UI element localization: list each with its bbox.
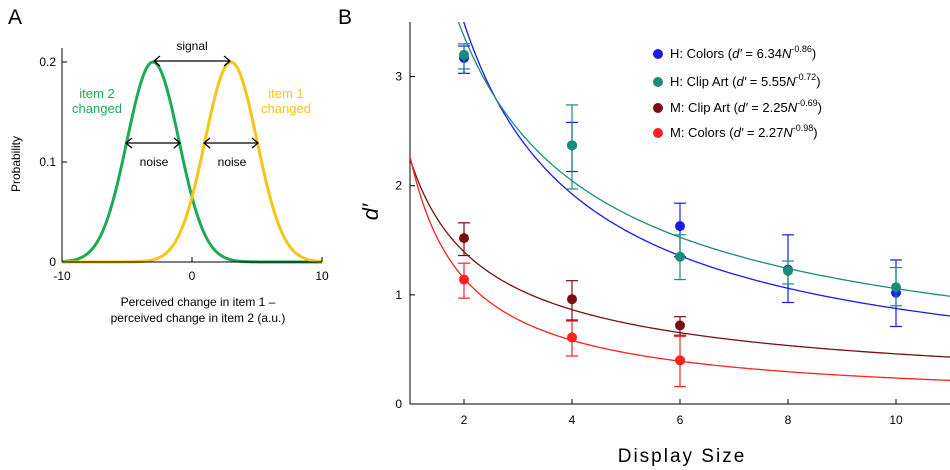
panel-a-x-tick-label: 10 [315, 269, 329, 283]
data-point [675, 251, 685, 262]
panel-b-y-tick-label: 0 [395, 397, 402, 411]
legend-entry-m-colors: M: Colors (d′ = 2.27N-0.98) [653, 123, 818, 140]
data-point [675, 355, 685, 366]
data-point [567, 294, 577, 305]
legend-coefficient: 6.34 [757, 46, 782, 61]
panel-a-x-axis-label-line1: Perceived change in item 1 – [121, 295, 276, 309]
legend-coefficient: 2.27 [758, 125, 783, 140]
legend: H: Colors (d′ = 6.34N-0.86) H: Clip Art … [653, 44, 822, 140]
panel-b-x-tick-label: 8 [785, 413, 792, 427]
item2-changed-label-line2: changed [72, 101, 122, 116]
data-point [675, 320, 685, 331]
panel-a-x-tick-label: -10 [53, 269, 71, 283]
panel-a-letter: A [8, 6, 22, 29]
signal-arrow [152, 55, 232, 67]
panel-b-y-tick-label: 3 [395, 70, 402, 84]
data-point [891, 282, 901, 293]
panel-a-y-tick-label: 0.1 [39, 155, 56, 169]
panel-a-x-axis-label-line2: perceived change in item 2 (a.u.) [111, 311, 286, 325]
legend-exponent: -0.69 [797, 98, 818, 108]
data-point [459, 274, 469, 285]
panel-b-x-axis-label: Display Size [618, 446, 747, 467]
data-point [459, 233, 469, 244]
noise-label-right: noise [218, 155, 247, 169]
legend-entry-m-clip-art: M: Clip Art (d′ = 2.25N-0.69) [653, 98, 822, 115]
panel-b-ticks: 2 4 6 8 10 0 1 2 3 [395, 70, 903, 427]
svg-text:H: Clip Art (d′ = 5.55N-0.72): H: Clip Art (d′ = 5.55N-0.72) [670, 72, 821, 89]
panel-b-x-tick-label: 4 [569, 413, 576, 427]
panel-b-letter: B [338, 6, 352, 29]
data-point [567, 140, 577, 151]
panel-b-x-tick-label: 2 [461, 413, 468, 427]
panel-a-y-tick-label: 0.2 [39, 55, 56, 69]
legend-marker [653, 103, 663, 113]
svg-text:H: Colors (d′ = 6.34N-0.86): H: Colors (d′ = 6.34N-0.86) [670, 44, 816, 61]
svg-text:M: Colors (d′ = 2.27N-0.98): M: Colors (d′ = 2.27N-0.98) [670, 123, 818, 140]
panel-a: A Probability 0.2 0.1 0 -10 0 10 Perceiv… [8, 6, 329, 325]
legend-group-label: H: Colors [670, 46, 725, 61]
legend-entry-h-colors: H: Colors (d′ = 6.34N-0.86) [653, 44, 816, 61]
noise-arrow-right [202, 137, 260, 149]
panel-b-y-tick-label: 1 [395, 288, 402, 302]
panel-a-y-tick-label: 0 [49, 255, 56, 269]
panel-b-x-tick-label: 6 [677, 413, 684, 427]
svg-text:M: Clip Art (d′ = 2.25N-0.69): M: Clip Art (d′ = 2.25N-0.69) [670, 98, 822, 115]
legend-exponent: -0.98 [793, 123, 814, 133]
panel-b-y-tick-label: 2 [395, 179, 402, 193]
data-point [783, 265, 793, 276]
legend-marker [653, 77, 663, 87]
panel-a-x-tick-label: 0 [189, 269, 196, 283]
panel-b-x-tick-label: 10 [889, 413, 903, 427]
legend-coefficient: 2.25 [762, 100, 787, 115]
legend-marker [653, 128, 663, 138]
legend-exponent: -0.86 [791, 44, 812, 54]
data-point [567, 332, 577, 343]
panel-a-y-axis-label: Probability [9, 136, 23, 192]
legend-group-label: M: Clip Art [670, 100, 730, 115]
legend-entry-h-clip-art: H: Clip Art (d′ = 5.55N-0.72) [653, 72, 821, 89]
panel-b-data-points [458, 43, 902, 388]
data-point [675, 221, 685, 232]
noise-label-left: noise [140, 155, 169, 169]
noise-arrow-left [124, 137, 182, 149]
item1-changed-label-line1: item 1 [268, 86, 303, 101]
legend-coefficient: 5.55 [761, 74, 786, 89]
panel-b-y-axis-label: d′ [358, 203, 383, 220]
legend-marker [653, 49, 663, 59]
item2-changed-label-line1: item 2 [79, 86, 114, 101]
legend-group-label: M: Colors [670, 125, 726, 140]
panel-b: B d′ Display Size 2 4 6 8 10 0 1 2 3 H: Colors (… [338, 6, 950, 467]
item1-changed-label-line2: changed [261, 101, 311, 116]
data-point [459, 49, 469, 60]
legend-group-label: H: Clip Art [670, 74, 729, 89]
legend-exponent: -0.72 [796, 72, 817, 82]
signal-label: signal [176, 39, 207, 53]
